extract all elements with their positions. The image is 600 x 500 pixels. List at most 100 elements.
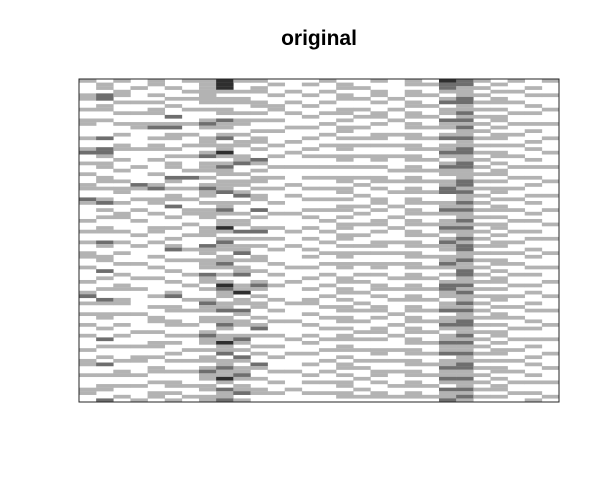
heatmap-cell xyxy=(216,391,234,395)
heatmap-cell xyxy=(199,287,217,291)
heatmap-cell xyxy=(490,114,508,119)
heatmap-cell xyxy=(370,358,388,363)
heatmap-cell xyxy=(199,244,217,248)
heatmap-cell xyxy=(319,208,337,212)
heatmap-cell xyxy=(301,333,320,338)
heatmap-cell xyxy=(507,208,526,212)
heatmap-cell xyxy=(336,147,354,151)
heatmap-cell xyxy=(387,348,406,352)
heatmap-cell xyxy=(96,86,114,90)
heatmap-cell xyxy=(233,96,251,101)
heatmap-cell xyxy=(353,366,371,370)
heatmap-cell xyxy=(456,279,474,284)
heatmap-cell xyxy=(301,226,320,230)
heatmap-cell xyxy=(181,297,200,302)
heatmap-cell xyxy=(199,398,217,403)
heatmap-cell xyxy=(404,122,423,126)
heatmap-cell xyxy=(216,337,234,342)
heatmap-cell xyxy=(147,391,166,395)
heatmap-cell xyxy=(456,323,474,327)
heatmap-cell xyxy=(164,104,183,108)
heatmap-cell xyxy=(473,330,491,334)
heatmap-cell xyxy=(199,319,217,324)
heatmap-cell xyxy=(370,294,388,299)
heatmap-cell xyxy=(147,111,166,116)
heatmap-cell xyxy=(250,283,268,288)
heatmap-cell xyxy=(387,215,406,220)
heatmap-cell xyxy=(164,319,183,324)
heatmap-cell xyxy=(404,283,423,288)
heatmap-cell xyxy=(473,186,491,191)
heatmap-cell xyxy=(199,140,217,144)
heatmap-cell xyxy=(387,96,406,101)
heatmap-cell xyxy=(473,86,491,90)
heatmap-cell xyxy=(336,380,354,385)
heatmap-cell xyxy=(370,143,388,148)
heatmap-cell xyxy=(336,326,354,331)
heatmap-cell xyxy=(456,348,474,352)
heatmap-cell xyxy=(421,308,440,313)
heatmap-cell xyxy=(456,330,474,334)
heatmap-cell xyxy=(507,380,526,385)
heatmap-cell xyxy=(250,197,268,202)
heatmap-cell xyxy=(216,340,234,345)
heatmap-cell xyxy=(524,147,543,151)
heatmap-cell xyxy=(233,340,251,345)
heatmap-cell xyxy=(233,355,251,360)
heatmap-cell xyxy=(456,351,474,356)
heatmap-cell xyxy=(130,197,148,202)
heatmap-cell xyxy=(473,129,491,133)
heatmap-cell xyxy=(507,229,526,234)
heatmap-cell xyxy=(147,122,166,126)
heatmap-cell xyxy=(456,301,474,306)
heatmap-cell xyxy=(233,157,251,162)
heatmap-cell xyxy=(404,82,423,87)
heatmap-cell xyxy=(370,154,388,159)
heatmap-cell xyxy=(404,147,423,151)
heatmap-cell xyxy=(404,229,423,234)
heatmap-cell xyxy=(541,351,560,356)
heatmap-cell xyxy=(79,197,97,202)
heatmap-cell xyxy=(370,229,388,234)
heatmap-cell xyxy=(404,315,423,320)
heatmap-cell xyxy=(130,125,148,130)
heatmap-cell xyxy=(456,111,474,116)
heatmap-cell xyxy=(490,366,508,370)
heatmap-cell xyxy=(113,287,131,291)
heatmap-cell xyxy=(439,236,457,241)
heatmap-cell xyxy=(199,297,217,302)
heatmap-cell xyxy=(267,355,286,360)
heatmap-cell xyxy=(336,165,354,169)
heatmap-cell xyxy=(284,301,303,306)
heatmap-cell xyxy=(147,226,166,230)
heatmap-cell xyxy=(336,179,354,184)
heatmap-cell xyxy=(456,157,474,162)
heatmap-cell xyxy=(404,136,423,141)
heatmap-cell xyxy=(216,398,234,403)
heatmap-cell xyxy=(96,384,114,388)
heatmap-cell xyxy=(96,337,114,342)
heatmap-cell xyxy=(473,79,491,83)
heatmap-cell xyxy=(490,100,508,105)
heatmap-cell xyxy=(164,340,183,345)
heatmap-cell xyxy=(147,229,166,234)
heatmap-cell xyxy=(456,312,474,317)
heatmap-cell xyxy=(147,183,166,187)
heatmap-cell xyxy=(267,262,286,266)
heatmap-cell xyxy=(147,344,166,349)
heatmap-cell xyxy=(490,376,508,381)
heatmap-cell xyxy=(181,197,200,202)
heatmap-cell xyxy=(336,118,354,123)
heatmap-cell xyxy=(404,276,423,281)
heatmap-cell xyxy=(336,355,354,360)
heatmap-cell xyxy=(404,358,423,363)
heatmap-cell xyxy=(336,86,354,90)
heatmap-cell xyxy=(353,301,371,306)
heatmap-cell xyxy=(456,276,474,281)
heatmap-cell xyxy=(130,358,148,363)
heatmap-cell xyxy=(507,165,526,169)
heatmap-cell xyxy=(353,165,371,169)
heatmap-cell xyxy=(164,154,183,159)
heatmap-cell xyxy=(267,236,286,241)
heatmap-cell xyxy=(267,82,286,87)
